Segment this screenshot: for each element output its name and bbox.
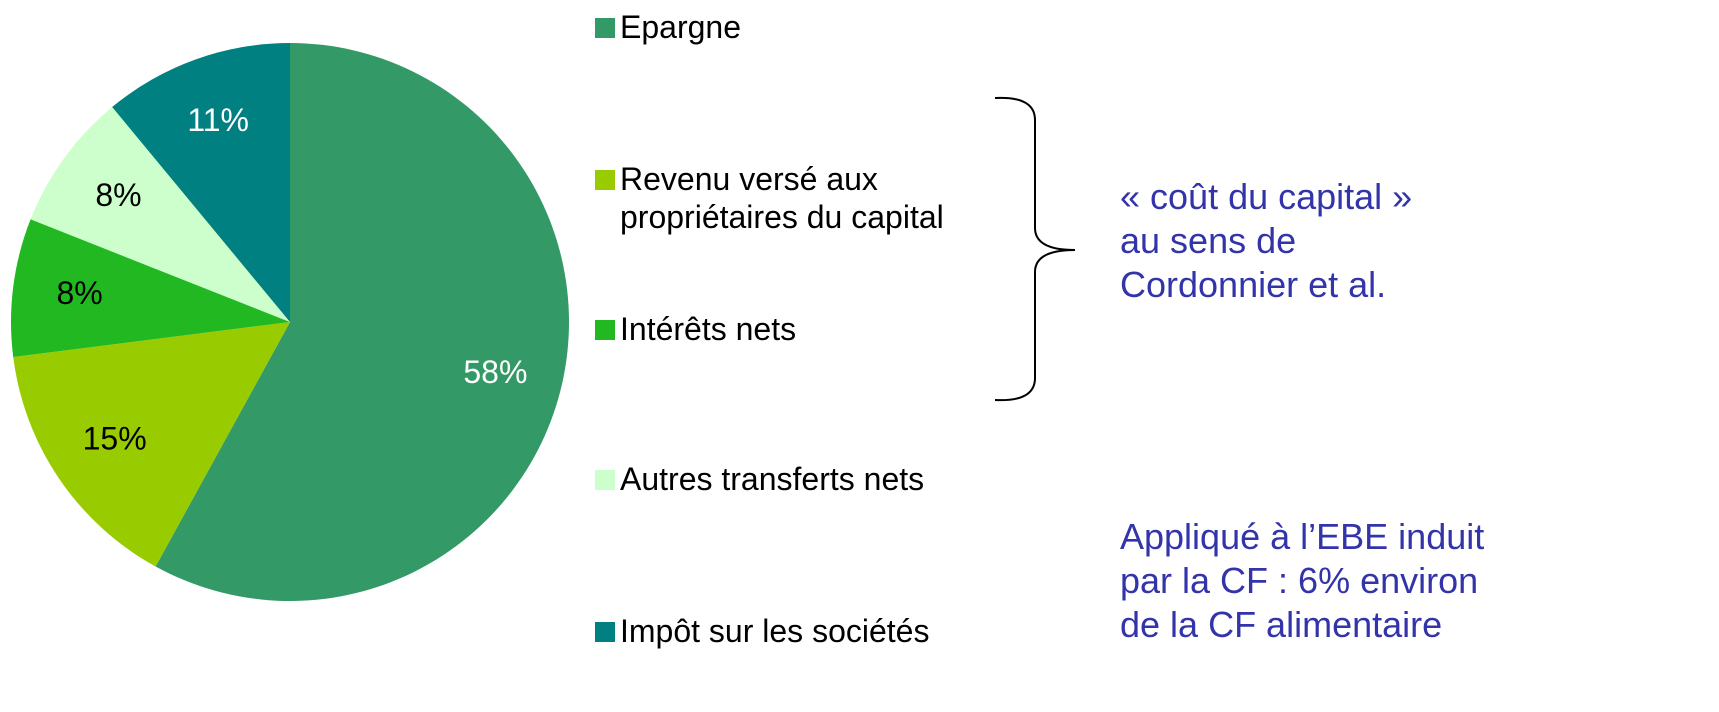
pie-slice xyxy=(30,107,291,323)
legend-label: Autres transferts nets xyxy=(620,461,925,497)
annotation: « coût du capital » au sens de Cordonnie… xyxy=(1120,176,1413,305)
legend-label: Revenu versé aux propriétaires du capita… xyxy=(620,161,944,235)
annotation: Appliqué à l’EBE induit par la CF : 6% e… xyxy=(1120,516,1485,645)
legend-swatch xyxy=(595,18,615,38)
legend-label: Impôt sur les sociétés xyxy=(620,613,930,649)
pie-slice xyxy=(13,322,290,567)
data-label: 11% xyxy=(187,102,249,138)
data-label: 8% xyxy=(57,275,103,311)
brace xyxy=(994,96,1076,402)
legend-label: Intérêts nets xyxy=(620,311,797,347)
legend-swatch xyxy=(595,470,615,490)
data-label: 8% xyxy=(95,177,141,213)
pie-slice xyxy=(112,43,290,322)
pie-slice xyxy=(10,219,290,357)
legend-label: Epargne xyxy=(620,9,741,45)
pie-slice xyxy=(155,43,569,601)
data-label: 15% xyxy=(83,421,147,457)
legend-item: Revenu versé aux propriétaires du capita… xyxy=(595,160,944,236)
legend-item: Intérêts nets xyxy=(595,310,796,348)
legend-swatch xyxy=(595,320,615,340)
legend-swatch xyxy=(595,170,615,190)
legend-swatch xyxy=(595,622,615,642)
legend-item: Autres transferts nets xyxy=(595,460,924,498)
legend-item: Epargne xyxy=(595,8,741,46)
legend-item: Impôt sur les sociétés xyxy=(595,612,929,650)
data-label: 58% xyxy=(463,354,527,390)
